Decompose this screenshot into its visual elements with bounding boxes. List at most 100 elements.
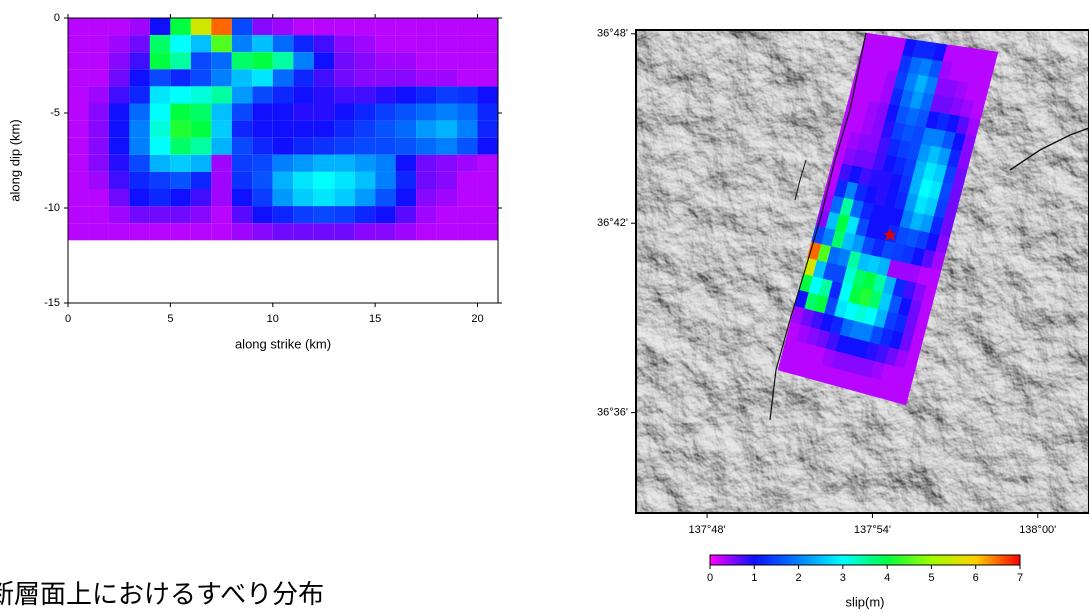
slip-cell xyxy=(191,189,211,206)
caption: 断層面上におけるすべり分布 xyxy=(0,580,324,609)
x-tick-label: 137°48' xyxy=(689,524,726,536)
slip-cell xyxy=(314,189,334,206)
slip-cell xyxy=(375,223,395,240)
slip-cell xyxy=(334,189,354,206)
figure: 051015200-5-10-15along strike (km)along … xyxy=(0,0,1089,613)
slip-cell xyxy=(437,138,457,155)
slip-cell xyxy=(129,121,149,138)
slip-cell xyxy=(457,138,477,155)
slip-cell xyxy=(88,206,108,223)
slip-cell xyxy=(150,18,170,35)
slip-cell xyxy=(457,206,477,223)
slip-cell xyxy=(375,86,395,103)
slip-cell xyxy=(457,121,477,138)
slip-cell xyxy=(457,172,477,189)
slip-cell xyxy=(396,189,416,206)
slip-cell xyxy=(293,223,313,240)
slip-cell xyxy=(314,18,334,35)
colorbar-label: slip(m) xyxy=(846,594,885,609)
slip-cell xyxy=(232,172,252,189)
slip-cell xyxy=(314,206,334,223)
slip-cell xyxy=(396,35,416,52)
slip-cell xyxy=(88,52,108,69)
slip-cell xyxy=(355,52,375,69)
slip-cell xyxy=(396,172,416,189)
slip-cell xyxy=(273,223,293,240)
slip-cell xyxy=(334,18,354,35)
slip-cell xyxy=(355,121,375,138)
slip-cell xyxy=(129,138,149,155)
y-tick-label: -5 xyxy=(50,107,60,119)
y-tick-label: 36°36' xyxy=(597,407,628,419)
slip-cell xyxy=(375,172,395,189)
slip-cell xyxy=(150,121,170,138)
y-tick-label: 36°48' xyxy=(597,28,628,40)
slip-cell xyxy=(129,69,149,86)
slip-cell xyxy=(334,155,354,172)
slip-cell xyxy=(129,155,149,172)
slip-cell xyxy=(334,121,354,138)
slip-cell xyxy=(191,86,211,103)
y-tick-label: 36°42' xyxy=(597,217,628,229)
slip-cell xyxy=(293,104,313,121)
slip-cell xyxy=(375,52,395,69)
slip-cell xyxy=(232,189,252,206)
slip-cell xyxy=(191,18,211,35)
slip-cell xyxy=(375,104,395,121)
slip-cell xyxy=(170,86,190,103)
slip-cell xyxy=(396,206,416,223)
slip-cell xyxy=(252,121,272,138)
slip-cell xyxy=(273,104,293,121)
slip-cell xyxy=(109,155,129,172)
slip-cell xyxy=(252,104,272,121)
slip-cell xyxy=(109,86,129,103)
slip-cell xyxy=(355,69,375,86)
colorbar-tick-label: 2 xyxy=(796,572,802,584)
slip-cell xyxy=(109,18,129,35)
slip-cell xyxy=(252,35,272,52)
slip-cell xyxy=(109,172,129,189)
slip-cell xyxy=(355,18,375,35)
slip-cell xyxy=(191,35,211,52)
slip-cell xyxy=(273,86,293,103)
slip-cell xyxy=(191,69,211,86)
slip-cell xyxy=(355,223,375,240)
slip-cell xyxy=(170,172,190,189)
slip-cell xyxy=(334,86,354,103)
slip-section: 051015200-5-10-15along strike (km)along … xyxy=(7,12,502,352)
slip-cell xyxy=(437,189,457,206)
slip-cell xyxy=(293,69,313,86)
slip-cell xyxy=(232,155,252,172)
slip-cell xyxy=(416,35,436,52)
slip-cell xyxy=(150,35,170,52)
slip-cell xyxy=(273,52,293,69)
slip-cell xyxy=(191,121,211,138)
slip-cell xyxy=(109,189,129,206)
slip-cell xyxy=(314,172,334,189)
slip-cell xyxy=(334,35,354,52)
slip-map: 137°48'137°54'138°00'36°48'36°42'36°36'0… xyxy=(597,28,1089,610)
slip-cell xyxy=(68,189,88,206)
slip-cell xyxy=(355,104,375,121)
slip-cell xyxy=(170,121,190,138)
slip-cell xyxy=(273,35,293,52)
slip-cell xyxy=(457,104,477,121)
page: {"chart_data": [ {"type": "heatmap", "xl… xyxy=(0,0,1089,613)
slip-cell xyxy=(355,189,375,206)
slip-cell xyxy=(68,104,88,121)
slip-cell xyxy=(478,121,498,138)
slip-cell xyxy=(457,35,477,52)
slip-cell xyxy=(232,223,252,240)
slip-cell xyxy=(437,69,457,86)
slip-cell xyxy=(211,206,231,223)
slip-cell xyxy=(314,104,334,121)
slip-cell xyxy=(396,18,416,35)
slip-cell xyxy=(355,155,375,172)
slip-cell xyxy=(478,86,498,103)
slip-cell xyxy=(211,138,231,155)
slip-cell xyxy=(129,52,149,69)
x-axis-label: along strike (km) xyxy=(235,336,331,351)
slip-cell xyxy=(109,52,129,69)
slip-cell xyxy=(416,69,436,86)
slip-cell xyxy=(273,206,293,223)
